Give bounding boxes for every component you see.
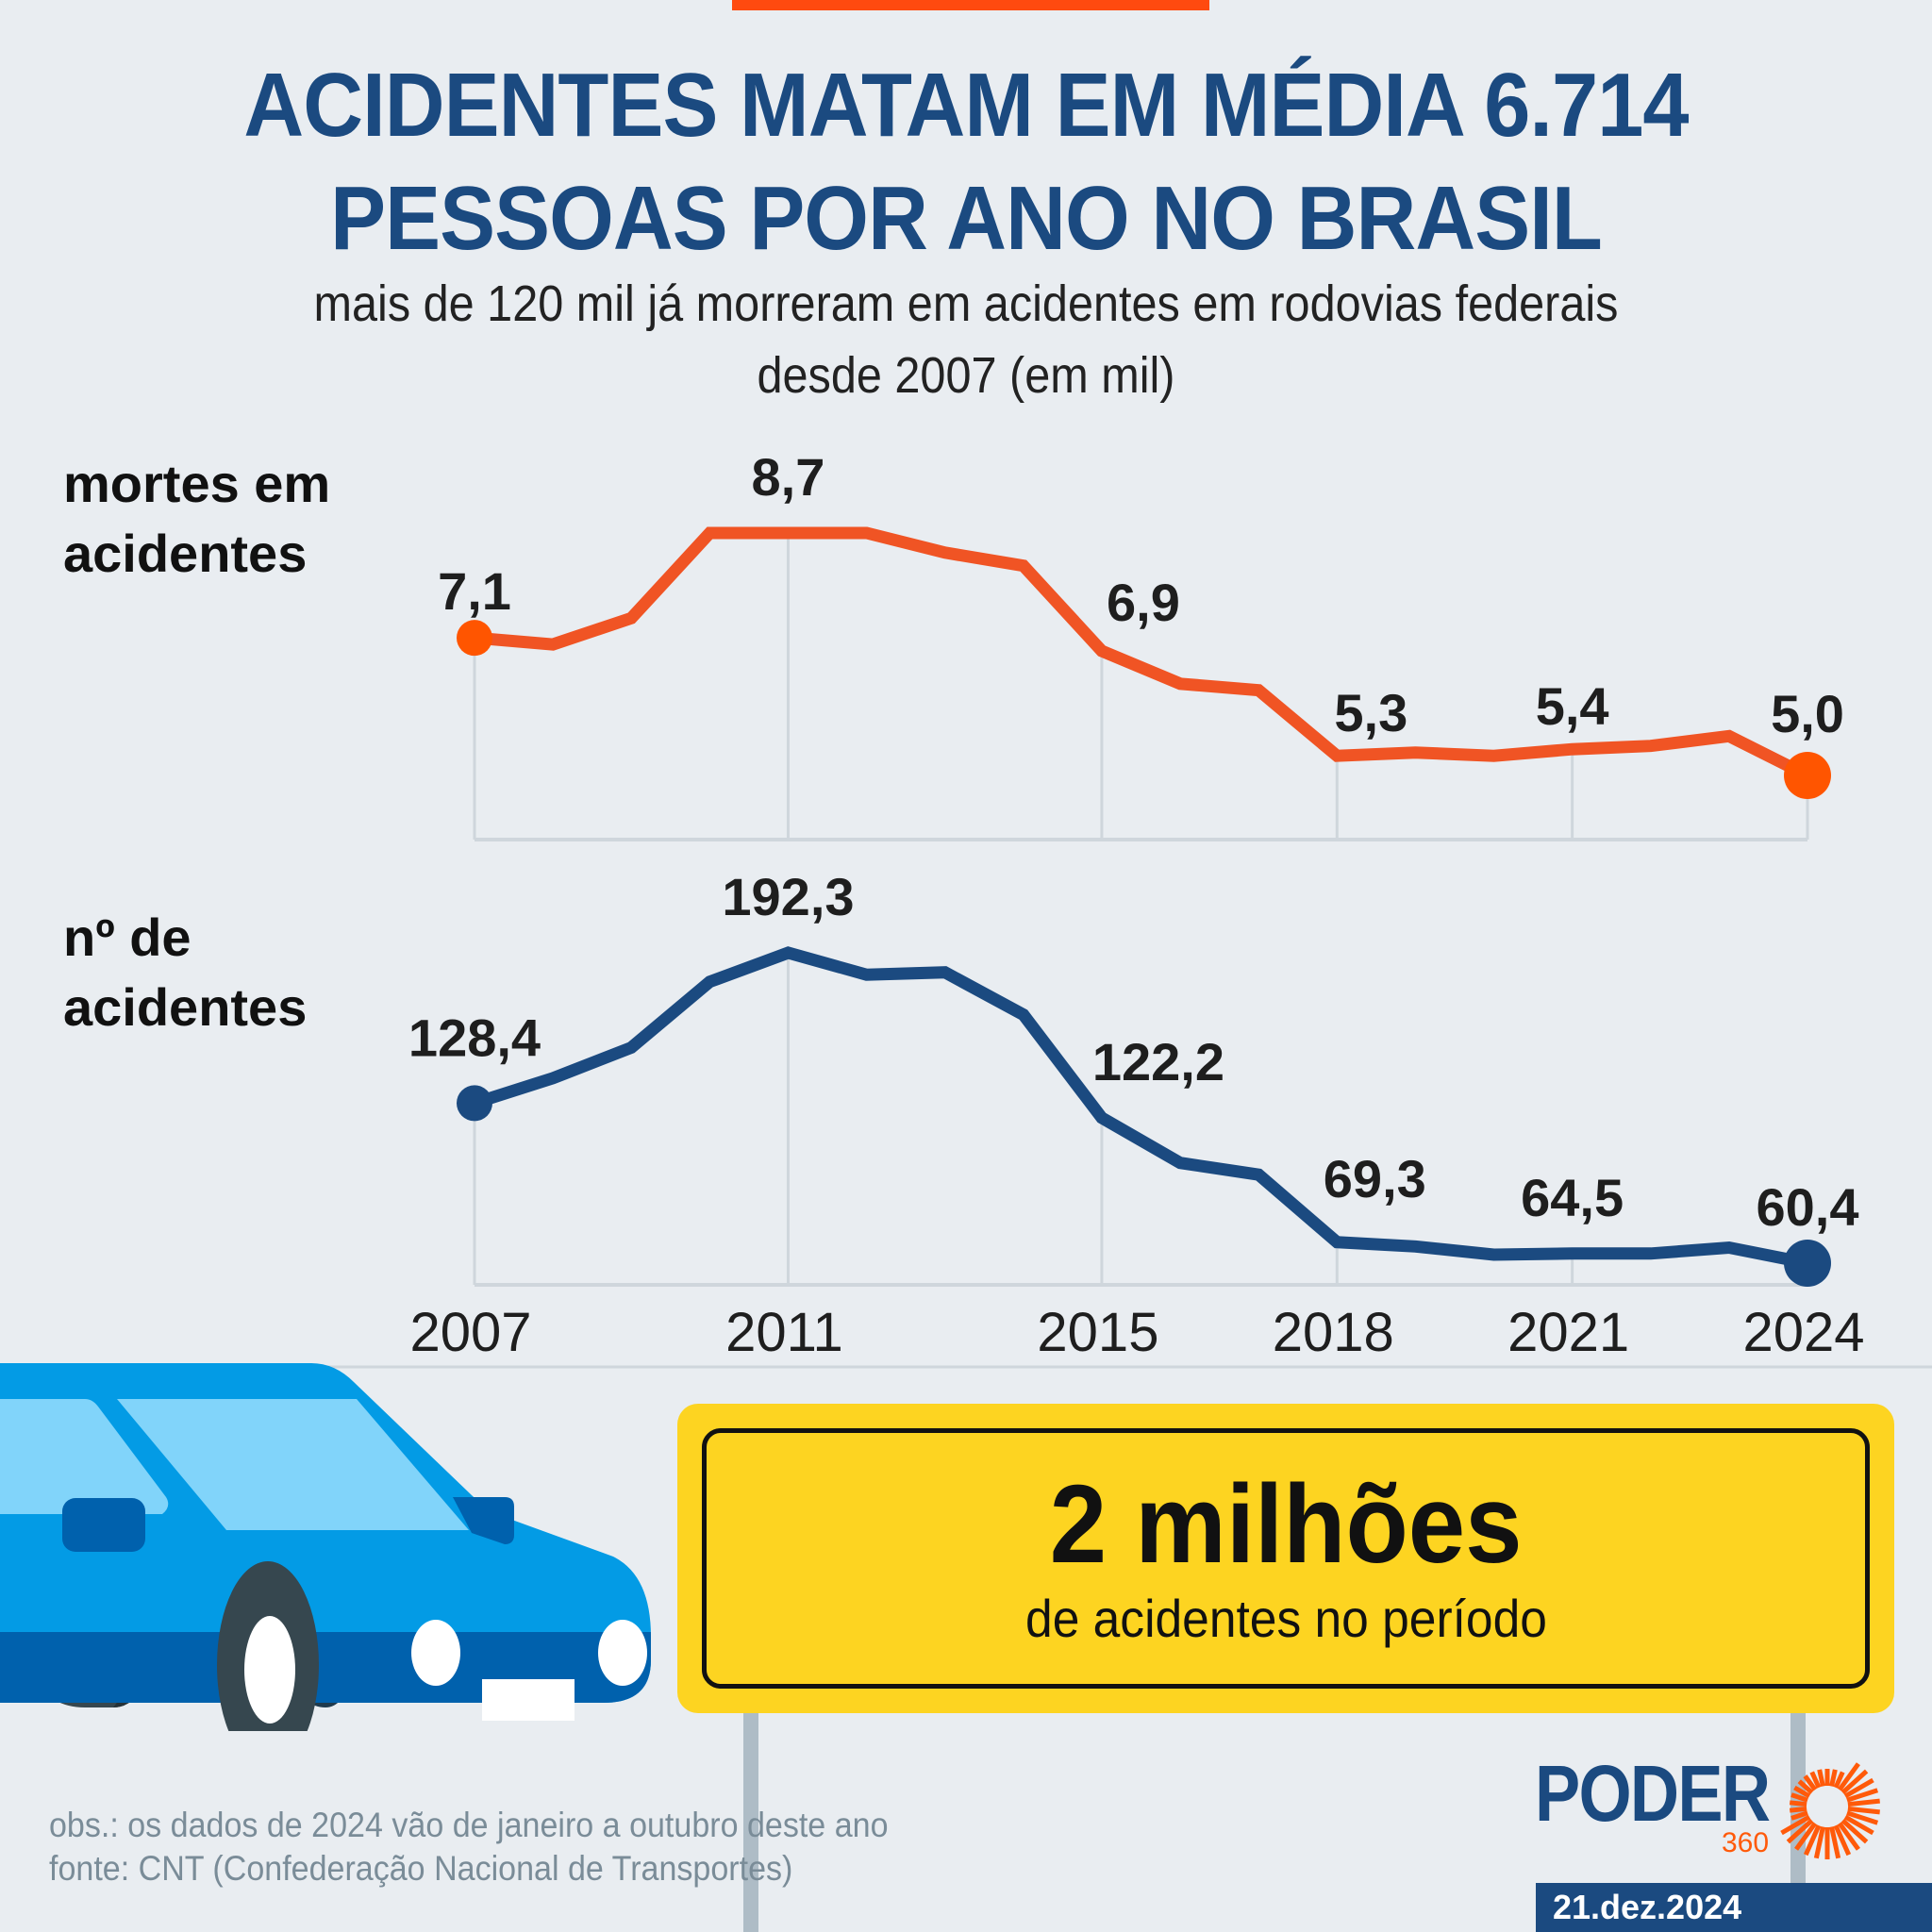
sun-ray [1786, 1818, 1814, 1844]
source-note: fonte: CNT (Confederação Nacional de Tra… [49, 1849, 793, 1888]
sun-ray [1833, 1771, 1845, 1789]
car-handle [62, 1498, 145, 1552]
accidents-value-label: 122,2 [1092, 1032, 1224, 1091]
car-lower-body [0, 1632, 651, 1703]
accidents-value-label: 60,4 [1757, 1177, 1859, 1237]
sun-ray [1847, 1798, 1880, 1807]
accidents-label-line-1: nº de [63, 908, 192, 967]
car-windshield [117, 1399, 469, 1530]
sun-ray [1843, 1777, 1874, 1799]
x-tick-label: 2015 [1037, 1302, 1158, 1363]
sun-ray [1780, 1814, 1811, 1836]
accidents-line [473, 946, 1809, 1270]
sun-ray [1847, 1806, 1880, 1815]
poder360-logo: PODER 360 [1533, 1750, 1891, 1868]
sun-ray [1793, 1785, 1811, 1799]
x-tick-label: 2007 [409, 1302, 531, 1363]
sun-ray [1797, 1779, 1814, 1795]
accidents-value-label: 192,3 [722, 867, 854, 926]
sun-ray [1803, 1774, 1818, 1791]
deaths-label-line-2: acidentes [63, 524, 308, 583]
sun-ray [1790, 1792, 1808, 1803]
logo-360: 360 [1722, 1827, 1770, 1858]
sun-ray [1846, 1788, 1879, 1803]
deaths-series-label: mortes em acidentes [63, 449, 330, 589]
deaths-value-label: 7,1 [438, 561, 511, 621]
accidents-label-line-2: acidentes [63, 977, 308, 1037]
accidents-value-label: 128,4 [408, 1008, 541, 1067]
sign-caption: de acidentes no período [1024, 1589, 1547, 1648]
sign-headline: 2 milhões [1049, 1462, 1523, 1587]
date-badge: 21.dez.2024 [1536, 1883, 1932, 1932]
accidents-chart: 128,4 192,3 122,2 69,3 64,5 60,4 [408, 867, 1859, 1287]
sun-ray [1829, 1769, 1838, 1788]
deaths-value-label: 6,9 [1107, 573, 1180, 632]
deaths-label-line-1: mortes em [63, 454, 331, 513]
sign-post-left [743, 1698, 758, 1932]
sun-ray [1789, 1800, 1807, 1807]
sun-ray [1829, 1825, 1841, 1859]
sun-ray [1809, 1771, 1822, 1789]
footnotes: obs.: os dados de 2024 vão de janeiro a … [49, 1804, 888, 1890]
page-title: ACIDENTES MATAM EM MÉDIA 6.714 PESSOAS P… [77, 49, 1855, 275]
sun-ray [1837, 1822, 1860, 1851]
accidents-marker-start [457, 1085, 492, 1122]
sign-frame: 2 milhões de acidentes no período [702, 1428, 1870, 1689]
x-axis: 2007 2011 2015 2018 2021 2024 [409, 1302, 1864, 1363]
sun-ray [1817, 1769, 1825, 1788]
deaths-marker-start [457, 620, 492, 657]
headlight-left [411, 1620, 460, 1686]
sun-ray [1833, 1824, 1852, 1857]
accidents-value-label: 64,5 [1521, 1168, 1624, 1227]
deaths-value-label: 8,7 [752, 447, 825, 507]
sun-ray [1789, 1806, 1807, 1813]
accidents-series-label: nº de acidentes [63, 903, 307, 1042]
sun-ray [1803, 1824, 1822, 1857]
road-sign: 2 milhões de acidentes no período [677, 1404, 1894, 1713]
sun-icon [1780, 1762, 1880, 1859]
sun-ray [1837, 1762, 1860, 1791]
subtitle-line-2: desde 2007 (em mil) [757, 347, 1175, 404]
accidents-value-label: 69,3 [1324, 1149, 1426, 1208]
deaths-value-label: 5,4 [1536, 676, 1609, 736]
sun-ray [1846, 1810, 1879, 1825]
headlight-right [598, 1620, 647, 1686]
top-accent-bar [732, 0, 1209, 10]
x-tick-label: 2011 [725, 1302, 843, 1363]
subtitle-line-1: mais de 120 mil já morreram em acidentes… [313, 275, 1619, 332]
obs-note: obs.: os dados de 2024 vão de janeiro a … [49, 1806, 889, 1844]
deaths-marker-end [1784, 752, 1831, 799]
sun-ray [1840, 1818, 1869, 1844]
wheel-hub [244, 1616, 295, 1724]
sun-ray [1794, 1822, 1818, 1851]
deaths-value-label: 5,0 [1771, 684, 1844, 743]
x-tick-label: 2018 [1273, 1302, 1394, 1363]
deaths-chart: 7,1 8,7 6,9 5,3 5,4 5,0 [438, 447, 1844, 841]
sun-ray [1843, 1814, 1874, 1836]
car-illustration [0, 1363, 651, 1731]
car-rear-window [0, 1399, 169, 1514]
sun-ray [1790, 1810, 1808, 1821]
title-line-2: PESSOAS POR ANO NO BRASIL [330, 168, 1603, 269]
subtitle: mais de 120 mil já morreram em acidentes… [96, 268, 1835, 411]
x-tick-label: 2021 [1507, 1302, 1629, 1363]
sun-ray [1813, 1825, 1825, 1859]
deaths-line [474, 526, 1810, 781]
title-line-1: ACIDENTES MATAM EM MÉDIA 6.714 [243, 55, 1689, 156]
logo-text: PODER [1535, 1749, 1771, 1838]
accidents-marker-end [1784, 1240, 1831, 1287]
deaths-value-label: 5,3 [1334, 683, 1407, 742]
car-mirror [453, 1497, 514, 1544]
license-plate [482, 1679, 575, 1721]
x-tick-label: 2024 [1742, 1302, 1864, 1363]
sun-ray [1840, 1769, 1869, 1795]
